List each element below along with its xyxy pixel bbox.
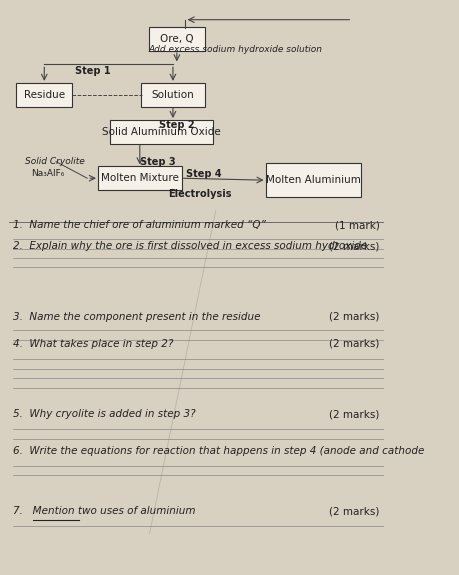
Text: 1.  Name the chief ore of aluminium marked “Q”: 1. Name the chief ore of aluminium marke…: [13, 220, 266, 230]
Text: Electrolysis: Electrolysis: [168, 189, 231, 198]
Text: Ore, Q: Ore, Q: [160, 34, 194, 44]
Text: Solution: Solution: [151, 90, 194, 99]
Text: (2 marks): (2 marks): [329, 242, 380, 251]
Text: Na₃AlF₆: Na₃AlF₆: [31, 168, 64, 178]
FancyBboxPatch shape: [149, 27, 205, 51]
Text: (2 marks): (2 marks): [329, 339, 380, 348]
Text: Molten Mixture: Molten Mixture: [101, 173, 179, 183]
Text: (2 marks): (2 marks): [329, 409, 380, 419]
Text: (2 marks): (2 marks): [329, 312, 380, 322]
Text: 2.  Explain why the ore is first dissolved in excess sodium hydroxide: 2. Explain why the ore is first dissolve…: [13, 242, 367, 251]
Text: Step 2: Step 2: [159, 120, 195, 131]
FancyBboxPatch shape: [98, 166, 181, 190]
Text: 4.  What takes place in step 2?: 4. What takes place in step 2?: [13, 339, 174, 348]
Text: 7.   Mention two uses of aluminium: 7. Mention two uses of aluminium: [13, 507, 196, 516]
Text: Solid Aluminium Oxide: Solid Aluminium Oxide: [102, 127, 221, 137]
Text: Step 1: Step 1: [75, 66, 111, 76]
Text: 6.  Write the equations for reaction that happens in step 4 (anode and cathode: 6. Write the equations for reaction that…: [13, 446, 425, 457]
FancyBboxPatch shape: [16, 83, 73, 107]
Text: (1 mark): (1 mark): [335, 220, 380, 230]
Text: (2 marks): (2 marks): [329, 507, 380, 516]
Text: 5.  Why cryolite is added in step 3?: 5. Why cryolite is added in step 3?: [13, 409, 196, 419]
Text: Molten Aluminium: Molten Aluminium: [266, 175, 361, 185]
Text: 3.  Name the component present in the residue: 3. Name the component present in the res…: [13, 312, 261, 322]
FancyBboxPatch shape: [141, 83, 205, 107]
FancyBboxPatch shape: [110, 120, 213, 144]
Text: Add excess sodium hydroxide solution: Add excess sodium hydroxide solution: [148, 45, 322, 54]
FancyBboxPatch shape: [266, 163, 361, 197]
Text: Step 4: Step 4: [186, 169, 222, 179]
Text: Step 3: Step 3: [140, 157, 175, 167]
Text: Solid Cryolite: Solid Cryolite: [25, 157, 84, 166]
Text: Residue: Residue: [24, 90, 65, 99]
